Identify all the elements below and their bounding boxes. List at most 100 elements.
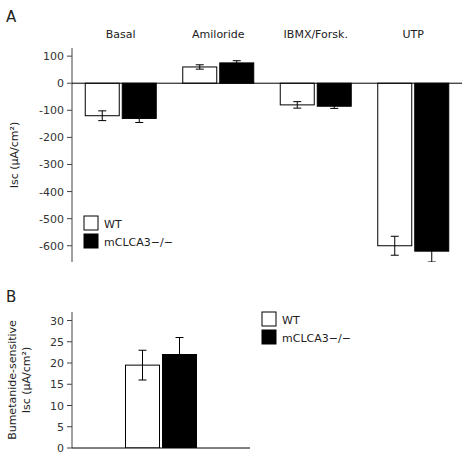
- y-tick: [67, 384, 72, 385]
- bar: [183, 67, 217, 83]
- y-axis-label-line: Isc (μA/cm²): [8, 122, 21, 189]
- category-label: UTP: [403, 28, 425, 41]
- y-axis-label: Isc (μA/cm²): [8, 122, 21, 189]
- legend: WT mCLCA3−/−: [262, 312, 351, 345]
- baseline: [72, 448, 250, 449]
- error-bar-cap: [428, 240, 436, 241]
- y-tick: [67, 448, 72, 449]
- error-bar-cap: [135, 114, 143, 115]
- error-bar-cap: [293, 101, 301, 102]
- error-bar-stem: [236, 61, 237, 65]
- legend-swatch: [84, 234, 98, 248]
- legend-swatch: [262, 330, 276, 344]
- y-tick-label: -300: [39, 158, 64, 171]
- error-bar-cap: [176, 337, 184, 338]
- error-bar: [233, 61, 241, 65]
- error-bar: [135, 114, 143, 122]
- y-tick-label: 20: [50, 357, 64, 370]
- error-bar-stem: [394, 236, 395, 255]
- panel-title: A: [6, 8, 17, 26]
- error-bar-stem: [431, 240, 432, 262]
- error-bar: [428, 240, 436, 262]
- error-bar-cap: [391, 255, 399, 256]
- y-tick: [67, 363, 72, 364]
- background: [0, 0, 474, 465]
- baseline: [72, 83, 462, 84]
- bar: [85, 83, 119, 116]
- bar: [415, 83, 449, 251]
- error-bar-cap: [391, 236, 399, 237]
- y-tick: [67, 426, 72, 427]
- error-bar: [176, 338, 184, 372]
- y-tick: [67, 245, 72, 246]
- y-tick: [67, 83, 72, 84]
- y-tick: [67, 405, 72, 406]
- error-bar-cap: [233, 65, 241, 66]
- y-tick-label: -500: [39, 213, 64, 226]
- y-tick-label: 30: [50, 315, 64, 328]
- y-tick-label: -100: [39, 104, 64, 117]
- legend-swatch: [84, 216, 98, 230]
- category-label: Amiloride: [192, 28, 245, 41]
- y-tick: [67, 110, 72, 111]
- error-bar-cap: [293, 108, 301, 109]
- error-bar-stem: [334, 104, 335, 108]
- y-tick: [67, 164, 72, 165]
- legend-swatch: [262, 312, 276, 326]
- y-tick-label: 0: [57, 77, 64, 90]
- error-bar-cap: [330, 108, 338, 109]
- error-bar: [98, 111, 106, 121]
- error-bar-cap: [428, 262, 436, 263]
- error-bar-cap: [98, 120, 106, 121]
- y-tick-label: 15: [50, 378, 64, 391]
- error-bar: [196, 65, 204, 69]
- error-bar-stem: [179, 338, 180, 372]
- error-bar-cap: [139, 350, 147, 351]
- error-bar: [293, 102, 301, 109]
- y-tick-label: 5: [57, 421, 64, 434]
- y-tick: [67, 191, 72, 192]
- panel: BBumetanide-sensitiveIsc (μA/cm²)0510152…: [6, 288, 351, 455]
- panel: AIsc (μA/cm²)1000-100-200-300-400-500-60…: [6, 8, 462, 262]
- y-tick-label: 100: [43, 50, 64, 63]
- y-tick-label: -600: [39, 240, 64, 253]
- y-tick-label: -400: [39, 186, 64, 199]
- y-tick: [67, 341, 72, 342]
- y-tick: [67, 137, 72, 138]
- y-tick-label: 0: [57, 442, 64, 455]
- error-bar-cap: [176, 371, 184, 372]
- y-axis-line: [72, 48, 73, 262]
- category-label: IBMX/Forsk.: [284, 28, 348, 41]
- error-bar-cap: [330, 104, 338, 105]
- error-bar-stem: [142, 350, 143, 380]
- chart-root: AIsc (μA/cm²)1000-100-200-300-400-500-60…: [0, 0, 474, 465]
- error-bar-cap: [233, 60, 241, 61]
- error-bar-cap: [98, 110, 106, 111]
- panel-title: B: [6, 288, 16, 306]
- error-bar: [391, 236, 399, 255]
- y-tick: [67, 56, 72, 57]
- error-bar: [139, 350, 147, 380]
- y-axis-label-line: Bumetanide-sensitive: [6, 320, 19, 440]
- error-bar-cap: [135, 122, 143, 123]
- bar: [317, 83, 351, 106]
- error-bar-stem: [199, 65, 200, 69]
- legend: WT mCLCA3−/−: [84, 216, 173, 249]
- bar: [280, 83, 314, 105]
- marks: [126, 338, 197, 449]
- legend-label: mCLCA3−/−: [104, 236, 173, 249]
- category-label: Basal: [106, 28, 136, 41]
- error-bar-cap: [139, 380, 147, 381]
- y-axis-label: Bumetanide-sensitiveIsc (μA/cm²): [6, 320, 33, 440]
- y-axis-line: [72, 312, 73, 448]
- error-bar-stem: [139, 114, 140, 122]
- error-bar-cap: [196, 64, 204, 65]
- y-tick: [67, 218, 72, 219]
- y-axis-label-line: Isc (μA/cm²): [20, 347, 33, 414]
- legend-label: WT: [104, 218, 122, 231]
- bar: [122, 83, 156, 118]
- error-bar-stem: [297, 102, 298, 109]
- legend-label: mCLCA3−/−: [282, 332, 351, 345]
- legend-label: WT: [282, 314, 300, 327]
- error-bar: [330, 104, 338, 108]
